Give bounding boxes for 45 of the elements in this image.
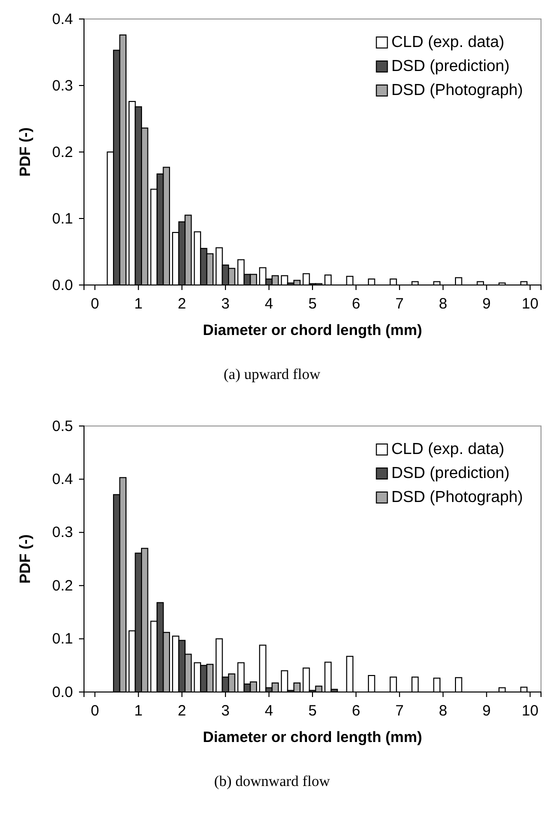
x-tick-label: 4 — [264, 296, 274, 313]
x-tick-label: 3 — [221, 296, 230, 313]
legend-label: CLD (exp. data) — [391, 34, 504, 51]
x-tick-label: 1 — [134, 296, 143, 313]
y-tick-label: 0.0 — [52, 684, 73, 701]
y-axis-title: PDF (-) — [17, 127, 34, 177]
x-tick-label: 3 — [221, 702, 230, 720]
legend-label: DSD (Photograph) — [391, 489, 523, 506]
legend-label: DSD (Photograph) — [391, 82, 523, 99]
x-tick-label: 0 — [90, 702, 100, 720]
y-tick-label: 0.1 — [52, 630, 73, 648]
x-tick-label: 9 — [482, 702, 491, 720]
legend-label: DSD (prediction) — [391, 465, 510, 482]
x-tick-label: 8 — [438, 296, 448, 313]
x-tick-label: 7 — [395, 702, 404, 720]
x-tick-label: 10 — [522, 296, 538, 313]
x-tick-label: 2 — [178, 702, 186, 720]
y-tick-label: 0.3 — [52, 77, 73, 94]
x-tick-label: 9 — [482, 296, 491, 313]
y-tick-label: 0.4 — [52, 10, 73, 28]
x-tick-label: 1 — [134, 702, 143, 720]
y-tick-label: 0.5 — [52, 418, 73, 435]
y-tick-label: 0.2 — [52, 144, 73, 161]
text: (a) upward flow — [224, 367, 320, 383]
x-tick-label: 0 — [90, 296, 100, 313]
x-tick-label: 5 — [308, 702, 317, 720]
x-axis-title: Diameter or chord length (mm) — [202, 322, 422, 339]
x-tick-label: 6 — [352, 702, 360, 720]
text: (b) downward flow — [214, 774, 330, 790]
x-tick-label: 2 — [178, 296, 186, 313]
y-tick-label: 0.2 — [52, 577, 73, 594]
x-tick-label: 8 — [438, 702, 448, 720]
x-axis-title: Diameter or chord length (mm) — [202, 729, 422, 746]
legend-label: DSD (prediction) — [391, 58, 510, 75]
x-tick-label: 6 — [352, 296, 360, 313]
y-tick-label: 0.4 — [52, 471, 73, 488]
y-tick-label: 0.0 — [52, 276, 73, 294]
y-tick-label: 0.3 — [52, 524, 73, 542]
y-tick-label: 0.1 — [52, 210, 73, 228]
y-axis-title: PDF (-) — [17, 534, 34, 584]
x-tick-label: 4 — [264, 702, 274, 720]
x-tick-label: 10 — [522, 702, 538, 720]
x-tick-label: 5 — [308, 296, 317, 313]
legend-label: CLD (exp. data) — [391, 441, 504, 458]
x-tick-label: 7 — [395, 296, 404, 313]
